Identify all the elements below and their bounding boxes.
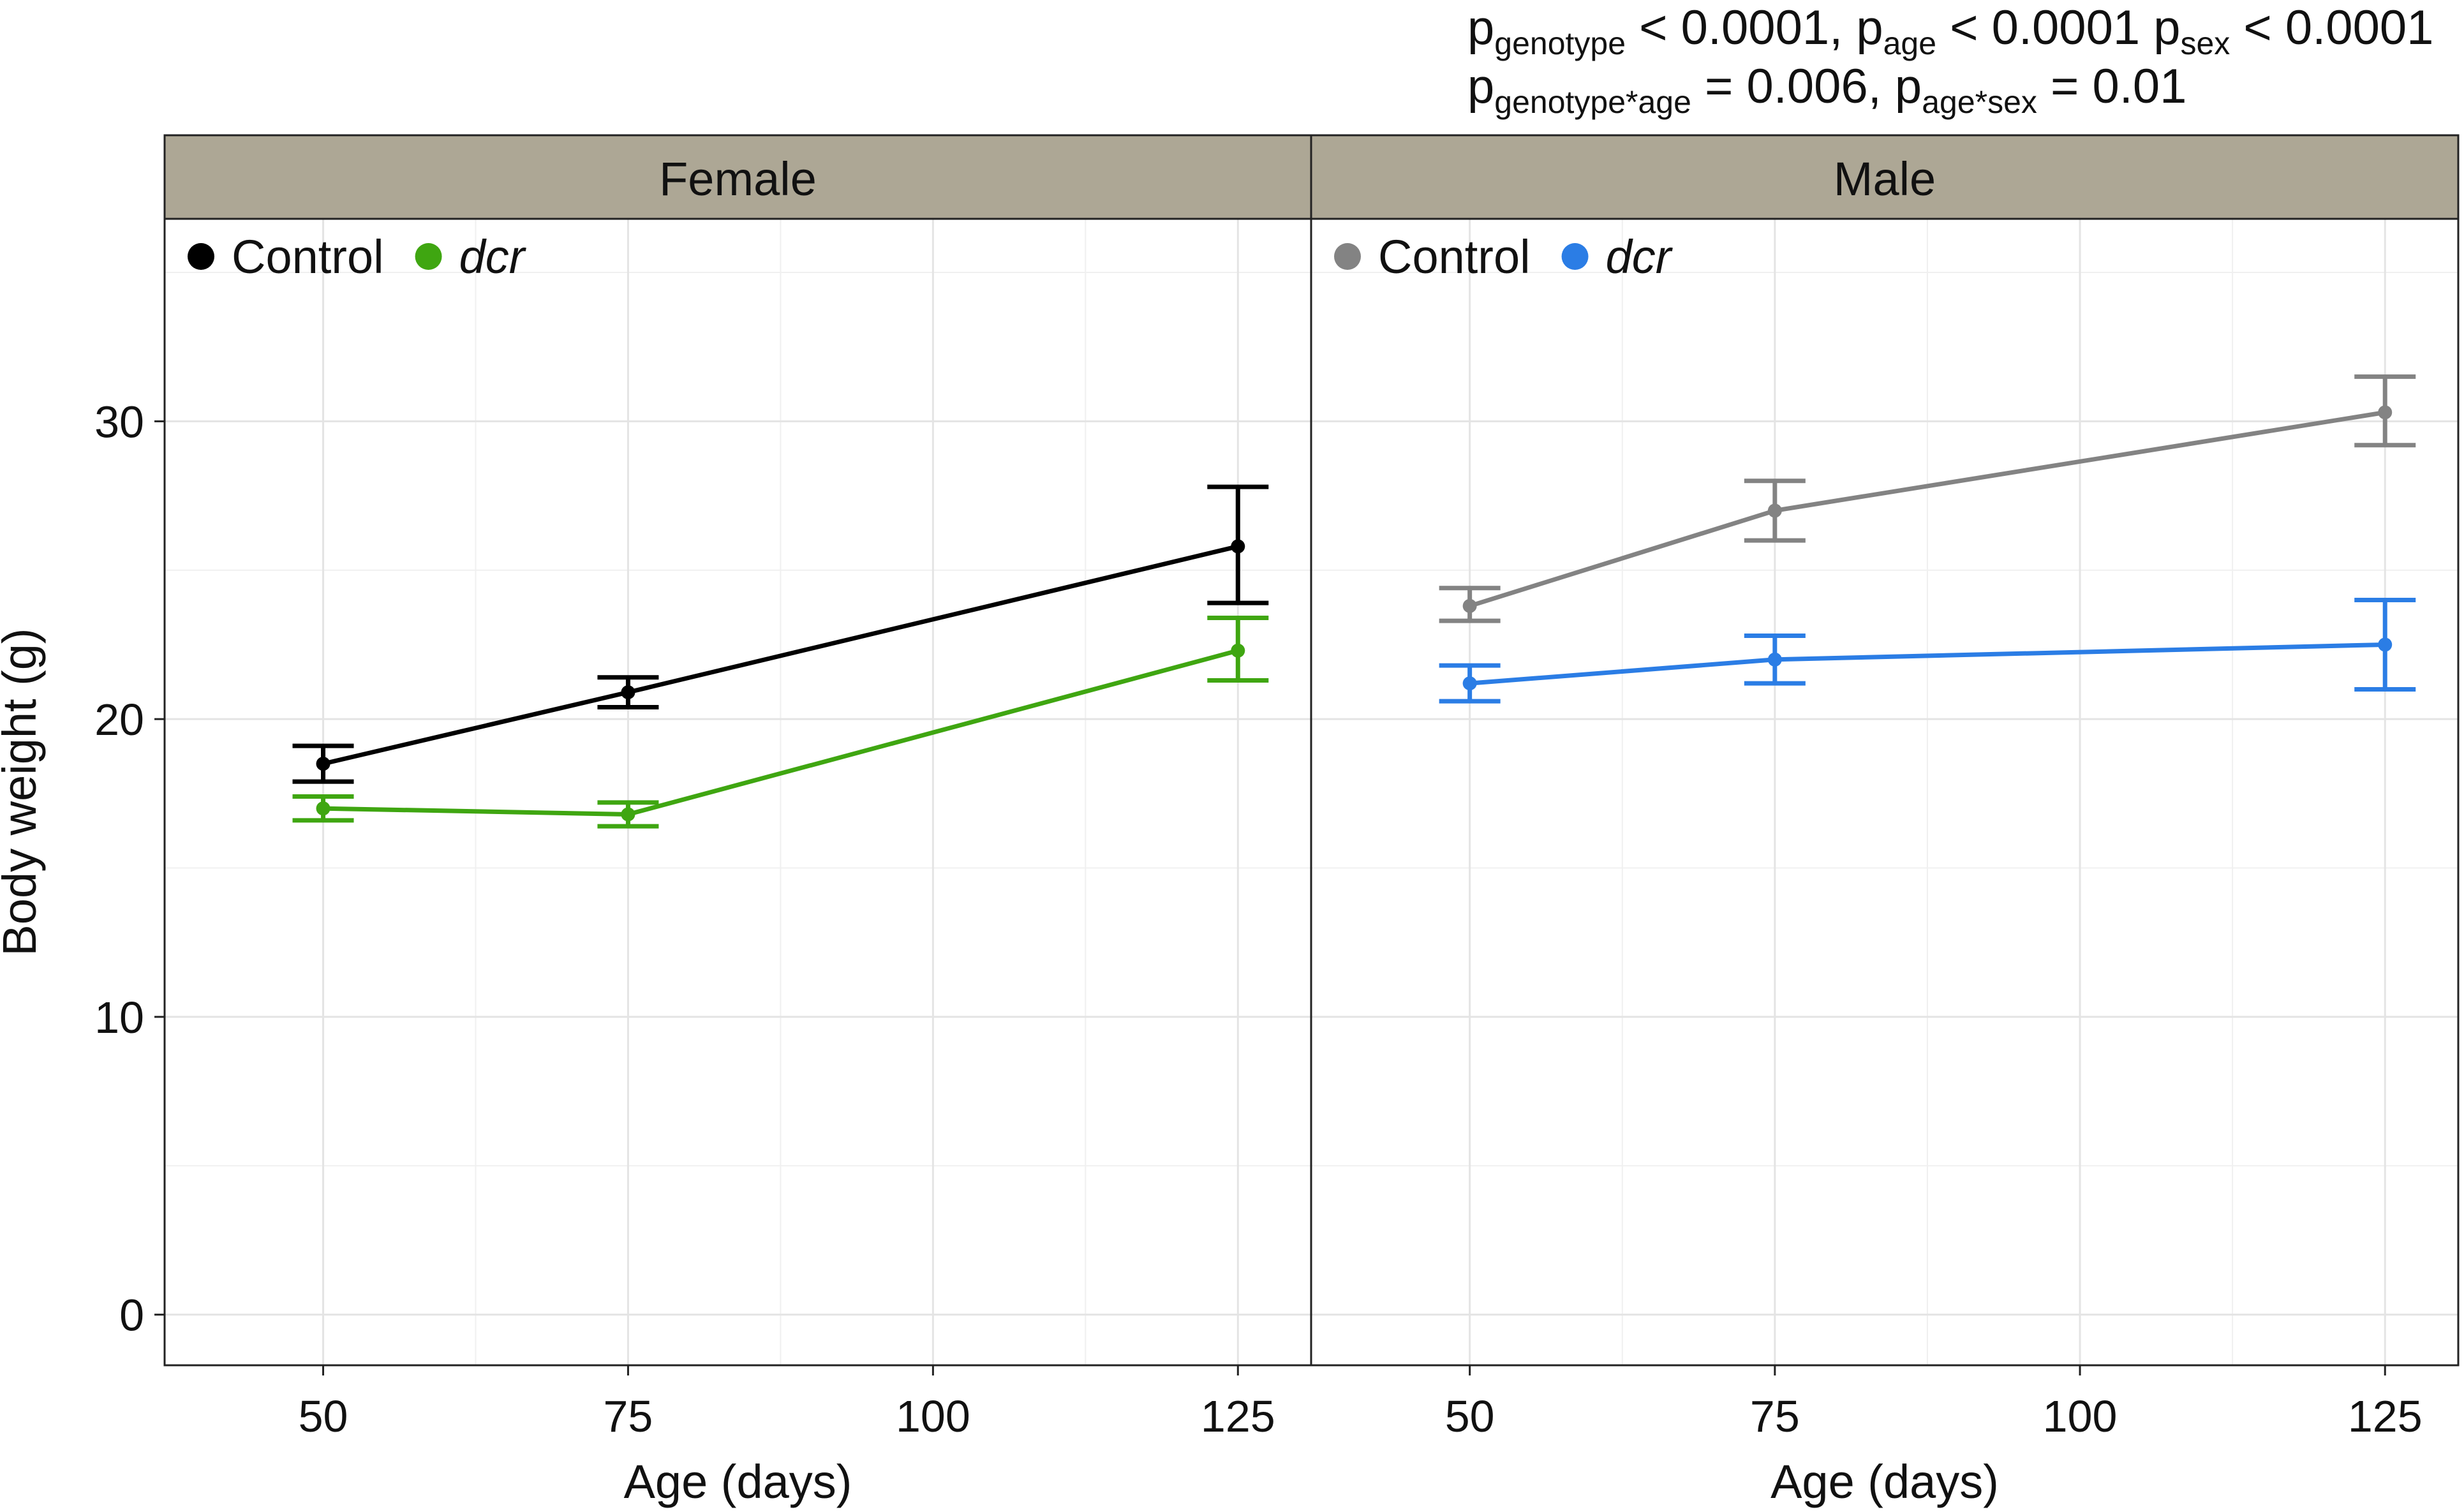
x-axis-title: Age (days) bbox=[624, 1455, 852, 1508]
data-point bbox=[1231, 539, 1245, 554]
x-tick-label: 50 bbox=[1445, 1391, 1495, 1441]
data-point bbox=[2378, 405, 2393, 420]
legend-label: dcr bbox=[1606, 230, 1674, 283]
stats-annotation-line-1: pgenotype < 0.0001, page < 0.0001 psex <… bbox=[1467, 1, 2434, 61]
p-value-subscript: age*sex bbox=[1922, 84, 2037, 120]
series-dcr bbox=[1439, 597, 2416, 704]
x-tick-label: 100 bbox=[896, 1391, 970, 1441]
facet-strip bbox=[163, 134, 1312, 220]
data-point bbox=[2378, 637, 2393, 652]
series-dcr bbox=[292, 615, 1269, 829]
panel-male: Male 50 75 100 125 Age (days) Control dcr bbox=[1310, 134, 2460, 1508]
data-point bbox=[1462, 676, 1477, 691]
y-tick-label: 30 bbox=[94, 397, 144, 447]
x-tick-label: 75 bbox=[1750, 1391, 1800, 1441]
series-control bbox=[292, 484, 1269, 784]
panel-border bbox=[1310, 218, 2460, 1367]
data-point bbox=[316, 801, 330, 816]
legend-key bbox=[415, 243, 442, 270]
legend-label: Control bbox=[232, 230, 384, 283]
legend-label: dcr bbox=[459, 230, 527, 283]
data-point bbox=[1231, 643, 1245, 658]
y-tick-label: 0 bbox=[119, 1291, 144, 1340]
panel-female: Female 50 75 100 125 Age (days) 0 10 20 30 Control… bbox=[94, 134, 1312, 1508]
series-control bbox=[1439, 374, 2416, 623]
facet-strip bbox=[1310, 134, 2460, 220]
legend-label: Control bbox=[1378, 230, 1531, 283]
data-point bbox=[621, 807, 635, 822]
legend-key bbox=[1334, 243, 1361, 270]
data-point bbox=[1767, 503, 1782, 518]
facet-strip-label: Male bbox=[1834, 152, 1936, 205]
x-tick-label: 125 bbox=[2348, 1391, 2423, 1441]
x-tick-label: 100 bbox=[2043, 1391, 2118, 1441]
p-value-subscript: sex bbox=[2180, 26, 2230, 61]
panel-border bbox=[163, 218, 1312, 1367]
legend-key bbox=[1561, 243, 1589, 270]
y-axis-title: Body weight (g) bbox=[0, 628, 46, 956]
data-point bbox=[1462, 598, 1477, 613]
data-point bbox=[316, 757, 330, 771]
y-tick-label: 10 bbox=[94, 993, 144, 1042]
y-tick-label: 20 bbox=[94, 695, 144, 745]
x-tick-label: 75 bbox=[604, 1391, 653, 1441]
data-point bbox=[621, 685, 635, 700]
stats-annotation-line-2: pgenotype*age = 0.006, page*sex = 0.01 bbox=[1467, 59, 2187, 120]
x-axis-title: Age (days) bbox=[1770, 1455, 1999, 1508]
legend-key bbox=[188, 243, 214, 270]
p-value-subscript: age bbox=[1883, 26, 1937, 61]
p-value-subscript: genotype bbox=[1494, 26, 1626, 61]
x-tick-label: 125 bbox=[1201, 1391, 1275, 1441]
x-tick-label: 50 bbox=[299, 1391, 348, 1441]
p-value-subscript: genotype*age bbox=[1494, 84, 1691, 120]
data-point bbox=[1767, 652, 1782, 667]
facet-strip-label: Female bbox=[659, 152, 817, 205]
